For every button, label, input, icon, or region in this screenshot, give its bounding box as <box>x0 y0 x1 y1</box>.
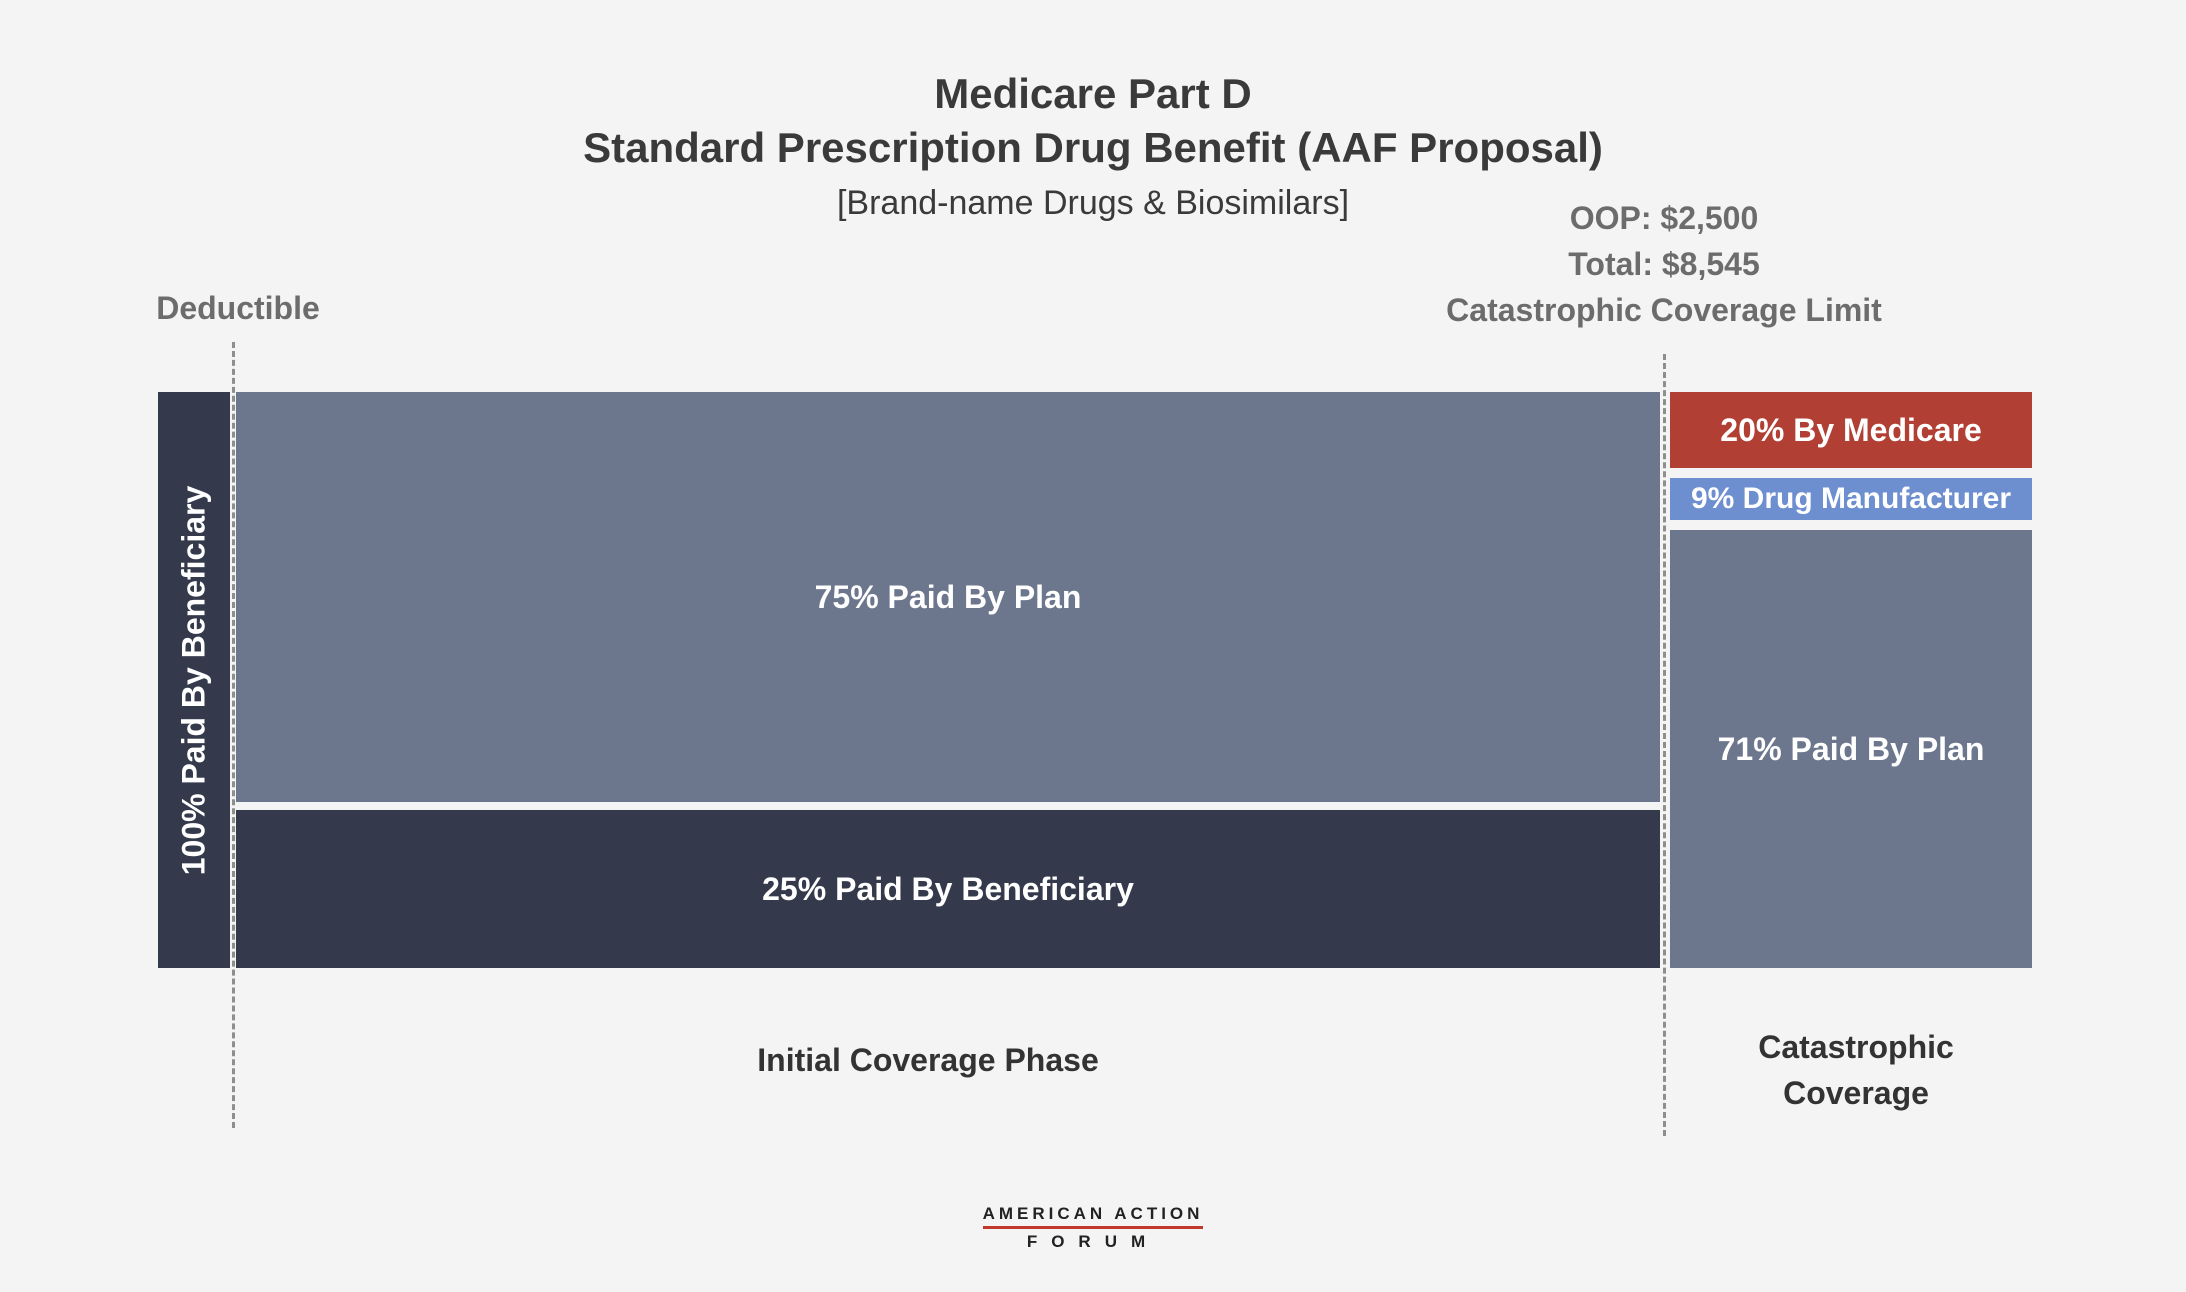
deductible-marker-label: Deductible <box>156 290 320 326</box>
bar-label-deductible-beneficiary: 100% Paid By Beneficiary <box>175 485 212 875</box>
oop-marker-label: OOP: $2,500 <box>1569 200 1759 236</box>
phase-label-initial-coverage: Initial Coverage Phase <box>757 1042 1099 1078</box>
bar-segment-catastrophic-medicare: 20% By Medicare <box>1670 392 2032 468</box>
bar-segment-catastrophic-plan: 71% Paid By Plan <box>1670 530 2032 968</box>
american-action-forum-logo: AMERICAN ACTION FORUM <box>948 1204 1238 1252</box>
bar-segment-catastrophic-manufacturer: 9% Drug Manufacturer <box>1670 478 2032 520</box>
bar-segment-initial-plan: 75% Paid By Plan <box>236 392 1660 802</box>
logo-text-line1: AMERICAN ACTION <box>982 1204 1204 1223</box>
chart-subtitle: [Brand-name Drugs & Biosimilars] <box>836 184 1350 222</box>
catastrophic-divider-line <box>1663 354 1666 1136</box>
chart-subtitle-main: Standard Prescription Drug Benefit (AAF … <box>583 124 1603 171</box>
catastrophic-limit-label: Catastrophic Coverage Limit <box>1446 292 1882 328</box>
total-marker-label: Total: $8,545 <box>1568 246 1760 282</box>
phase-label-catastrophic-coverage: Catastrophic Coverage <box>1670 1024 2042 1116</box>
logo-red-rule <box>983 1226 1203 1229</box>
phase-label-catastrophic-line2: Coverage <box>1783 1075 1929 1111</box>
logo-text-line2: FORUM <box>1026 1232 1160 1251</box>
deductible-divider-line <box>232 342 235 1128</box>
chart-title: Medicare Part D <box>934 70 1252 117</box>
bar-segment-initial-beneficiary: 25% Paid By Beneficiary <box>236 810 1660 968</box>
bar-segment-deductible-beneficiary: 100% Paid By Beneficiary <box>158 392 230 968</box>
phase-label-catastrophic-line1: Catastrophic <box>1758 1029 1954 1065</box>
